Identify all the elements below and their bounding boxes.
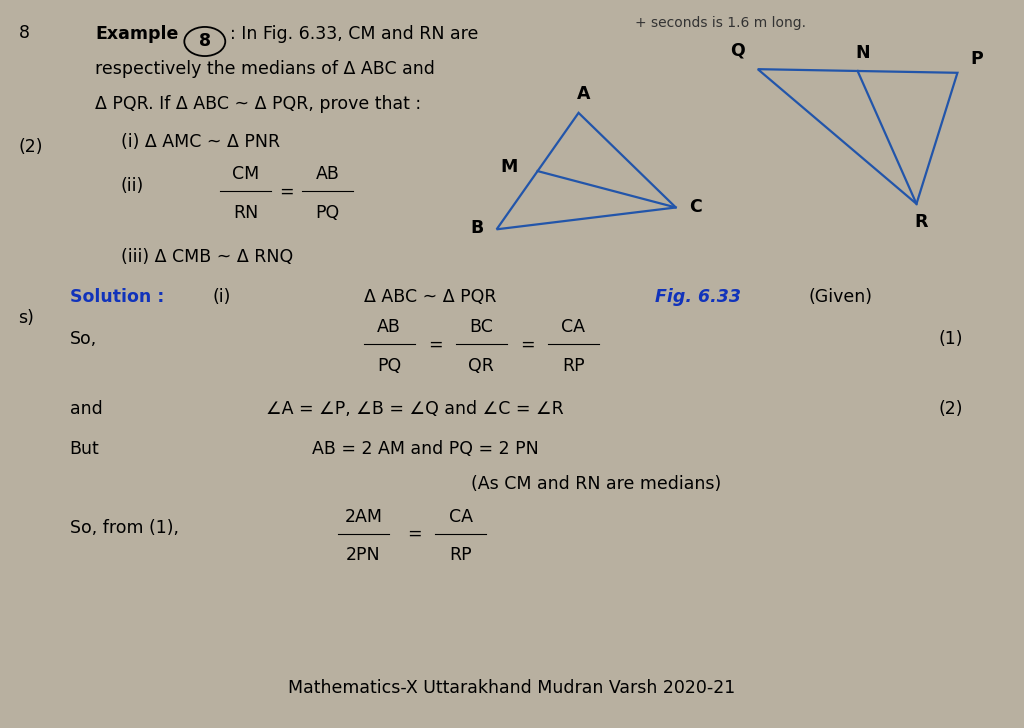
Text: Mathematics-X Uttarakhand Mudran Varsh 2020-21: Mathematics-X Uttarakhand Mudran Varsh 2… [289, 679, 735, 697]
Text: R: R [914, 213, 929, 232]
Text: (2): (2) [938, 400, 963, 419]
Text: respectively the medians of Δ ABC and: respectively the medians of Δ ABC and [95, 60, 435, 79]
Text: But: But [70, 440, 99, 459]
Text: So, from (1),: So, from (1), [70, 519, 178, 537]
Text: Δ PQR. If Δ ABC ~ Δ PQR, prove that :: Δ PQR. If Δ ABC ~ Δ PQR, prove that : [95, 95, 421, 114]
Text: RP: RP [562, 357, 585, 375]
Text: M: M [501, 159, 517, 176]
Text: So,: So, [70, 330, 97, 347]
Text: RN: RN [233, 204, 258, 222]
Text: PQ: PQ [377, 357, 401, 375]
Text: =: = [520, 336, 535, 353]
Text: AB = 2 AM and PQ = 2 PN: AB = 2 AM and PQ = 2 PN [312, 440, 539, 459]
Text: CA: CA [561, 318, 586, 336]
Text: QR: QR [468, 357, 495, 375]
Text: (ii): (ii) [121, 177, 144, 194]
Text: s): s) [18, 309, 35, 328]
Text: =: = [280, 183, 294, 200]
Text: 8: 8 [199, 33, 211, 50]
Text: + seconds is 1.6 m long.: + seconds is 1.6 m long. [635, 16, 806, 30]
Text: 2AM: 2AM [344, 507, 383, 526]
Text: Δ ABC ~ Δ PQR: Δ ABC ~ Δ PQR [364, 288, 496, 306]
Text: B: B [470, 219, 483, 237]
Text: (iii) Δ CMB ~ Δ RNQ: (iii) Δ CMB ~ Δ RNQ [121, 248, 293, 266]
Text: CM: CM [232, 165, 259, 183]
Text: C: C [689, 199, 701, 216]
Text: AB: AB [377, 318, 401, 336]
Text: Fig. 6.33: Fig. 6.33 [655, 288, 741, 306]
Text: (i): (i) [213, 288, 231, 306]
Text: (1): (1) [938, 330, 963, 347]
Text: : In Fig. 6.33, CM and RN are: : In Fig. 6.33, CM and RN are [230, 25, 479, 44]
Text: BC: BC [469, 318, 494, 336]
Text: CA: CA [449, 507, 473, 526]
Text: RP: RP [450, 546, 472, 564]
Text: Example: Example [95, 25, 178, 44]
Text: N: N [855, 44, 870, 61]
Text: =: = [428, 336, 442, 353]
Text: 2PN: 2PN [346, 546, 381, 564]
Text: Solution :: Solution : [70, 288, 164, 306]
Text: (Given): (Given) [809, 288, 872, 306]
Text: ∠A = ∠P, ∠B = ∠Q and ∠C = ∠R: ∠A = ∠P, ∠B = ∠Q and ∠C = ∠R [266, 400, 564, 419]
Text: Q: Q [730, 41, 744, 60]
Text: PQ: PQ [315, 204, 340, 222]
Text: 8: 8 [18, 24, 30, 42]
Text: AB: AB [315, 165, 340, 183]
Text: P: P [971, 50, 983, 68]
Text: =: = [408, 525, 422, 542]
Text: (As CM and RN are medians): (As CM and RN are medians) [471, 475, 721, 494]
Text: and: and [70, 400, 102, 419]
Text: (i) Δ AMC ~ Δ PNR: (i) Δ AMC ~ Δ PNR [121, 133, 280, 151]
Text: A: A [577, 85, 591, 103]
Text: (2): (2) [18, 138, 43, 157]
